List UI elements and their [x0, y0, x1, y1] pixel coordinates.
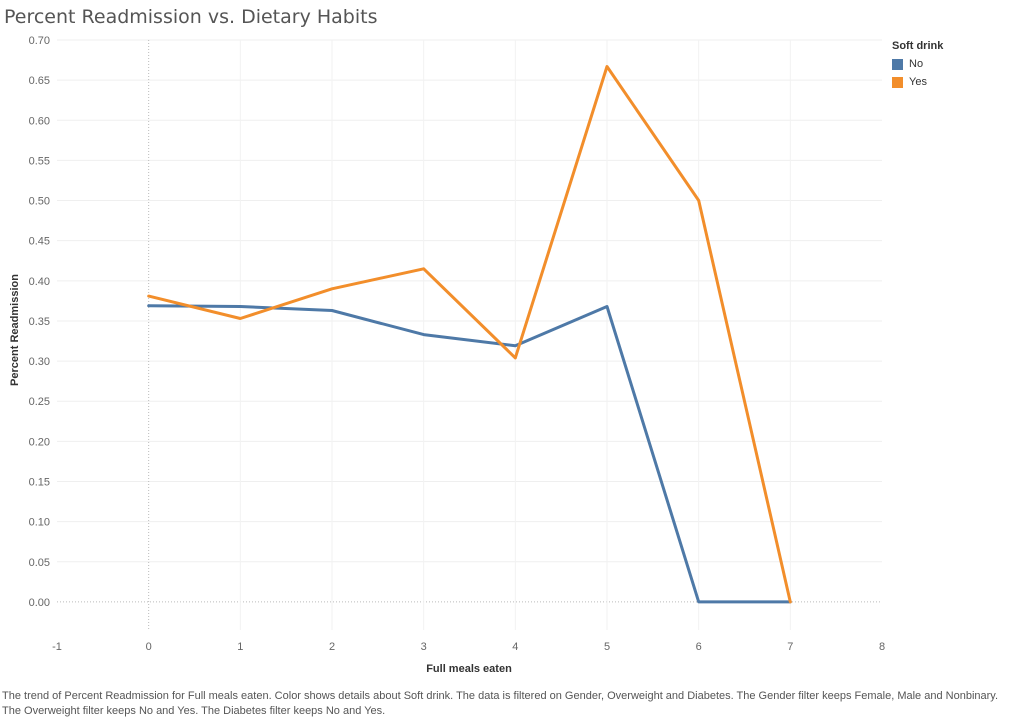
chart-title: Percent Readmission vs. Dietary Habits — [4, 6, 378, 28]
y-axis-ticks: 0.00 0.05 0.10 0.15 0.20 0.25 0.30 0.35 0.40 0.45… — [29, 35, 50, 609]
y-tick-label: 0.60 — [29, 115, 50, 127]
x-tick-label: 3 — [421, 641, 427, 653]
y-tick-label: 0.15 — [29, 476, 50, 488]
y-tick-label: 0.00 — [29, 597, 50, 609]
legend-item-yes[interactable]: Yes — [892, 73, 943, 91]
y-tick-label: 0.10 — [29, 517, 50, 529]
y-tick-label: 0.20 — [29, 436, 50, 448]
legend-label-yes: Yes — [909, 76, 927, 88]
y-tick-label: 0.25 — [29, 396, 50, 408]
x-tick-label: 8 — [879, 641, 885, 653]
legend-swatch-yes — [892, 76, 903, 88]
x-axis-label: Full meals eaten — [426, 663, 512, 675]
legend: Soft drink No Yes — [892, 40, 943, 91]
x-tick-label: 7 — [787, 641, 793, 653]
x-tick-label: 0 — [146, 641, 152, 653]
series-lines — [147, 65, 792, 604]
y-tick-label: 0.05 — [29, 557, 50, 569]
series-line-no[interactable] — [147, 304, 792, 604]
gridlines — [57, 39, 882, 630]
x-axis-ticks: -1 0 1 2 3 4 5 6 7 8 — [52, 641, 885, 653]
legend-swatch-no — [892, 58, 903, 70]
x-tick-label: 2 — [329, 641, 335, 653]
chart-caption: The trend of Percent Readmission for Ful… — [2, 690, 999, 717]
series-line-yes[interactable] — [147, 65, 792, 604]
y-tick-label: 0.40 — [29, 276, 50, 288]
x-tick-label: 6 — [696, 641, 702, 653]
x-tick-label: -1 — [52, 641, 62, 653]
y-tick-label: 0.50 — [29, 196, 50, 208]
x-tick-label: 1 — [237, 641, 243, 653]
y-tick-label: 0.35 — [29, 316, 50, 328]
x-tick-label: 4 — [512, 641, 518, 653]
y-tick-label: 0.65 — [29, 75, 50, 87]
x-tick-label: 5 — [604, 641, 610, 653]
legend-item-no[interactable]: No — [892, 55, 943, 73]
legend-label-no: No — [909, 58, 924, 70]
y-tick-label: 0.45 — [29, 236, 50, 248]
y-tick-label: 0.70 — [29, 35, 50, 47]
y-tick-label: 0.55 — [29, 155, 50, 167]
y-tick-label: 0.30 — [29, 356, 50, 368]
legend-title: Soft drink — [892, 40, 944, 52]
y-axis-label: Percent Readmission — [9, 274, 21, 386]
